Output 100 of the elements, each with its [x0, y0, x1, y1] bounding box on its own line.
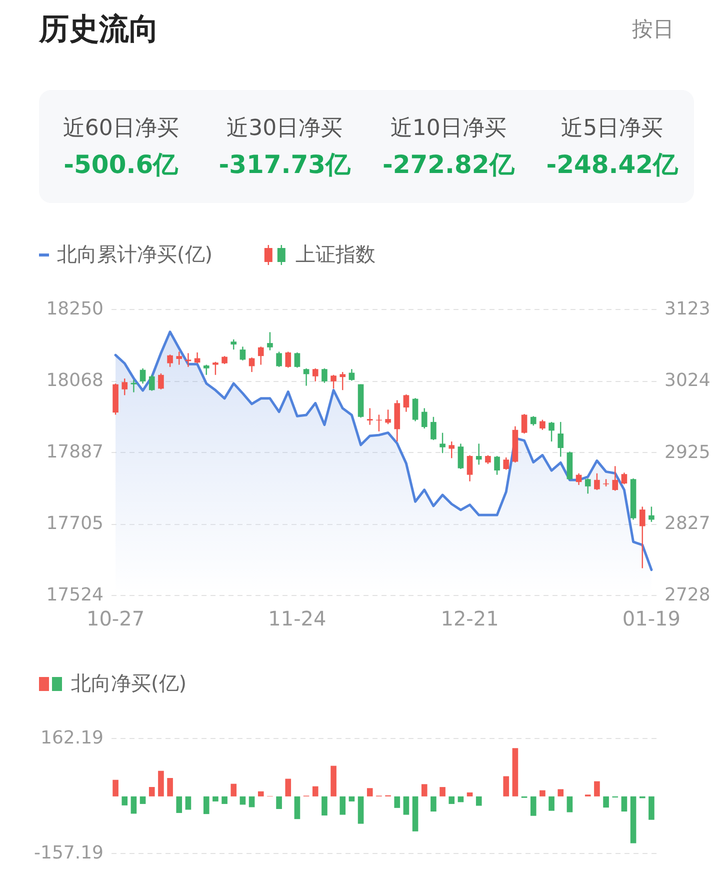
candlestick — [476, 443, 482, 466]
candlestick — [584, 478, 591, 494]
candlestick — [548, 421, 554, 442]
candlestick — [403, 394, 410, 412]
bar — [421, 784, 428, 796]
bar — [348, 796, 355, 802]
candlestick — [412, 397, 418, 422]
text: -272.82亿 — [382, 150, 516, 179]
x-tick-label: 11-24 — [268, 606, 326, 630]
candlestick — [421, 408, 428, 430]
bar — [540, 790, 546, 796]
candlestick — [385, 409, 391, 425]
candlestick — [230, 338, 237, 350]
bar — [430, 796, 436, 812]
bar — [566, 796, 573, 812]
y-tick-label: -157.19 — [34, 842, 104, 864]
bar — [440, 787, 446, 796]
candlestick — [158, 372, 164, 390]
bar — [167, 778, 173, 796]
legend-label: 北向累计净买(亿) — [57, 242, 213, 266]
y2-tick-label: 2925 — [664, 442, 710, 463]
bar — [230, 784, 237, 796]
y-tick-label: 162.19 — [40, 728, 104, 748]
legend-label: 上证指数 — [295, 242, 376, 266]
y-tick-label: 18250 — [46, 298, 104, 320]
bar — [448, 796, 455, 804]
bar — [276, 796, 282, 810]
y2-tick-label: 2728 — [664, 584, 710, 606]
bar — [312, 786, 318, 796]
candlestick — [530, 416, 536, 426]
bar — [358, 796, 364, 824]
candlestick — [303, 368, 310, 386]
bar — [294, 796, 300, 820]
y-tick-label: 17887 — [46, 442, 104, 462]
candlestick — [639, 506, 646, 569]
bar — [130, 796, 137, 814]
candlestick — [240, 346, 246, 362]
y2-tick-label: 3024 — [664, 370, 710, 392]
candlestick — [612, 466, 618, 492]
bar — [548, 796, 554, 811]
bar — [222, 796, 228, 804]
bar — [594, 781, 600, 796]
candlestick — [285, 351, 292, 368]
candlestick — [322, 368, 328, 384]
bar — [476, 796, 482, 806]
candlestick — [594, 472, 600, 491]
bar — [558, 789, 564, 796]
bar — [530, 796, 536, 816]
bar — [466, 792, 473, 796]
bar — [458, 796, 464, 802]
bar — [240, 796, 246, 805]
bar — [366, 788, 373, 796]
text: -500.6亿 — [64, 150, 180, 179]
text: 近30日净买 — [226, 116, 343, 141]
x-tick-label: 10-27 — [86, 606, 145, 630]
bar — [603, 796, 609, 808]
candlestick — [648, 506, 654, 522]
text: 历史流向 — [38, 12, 159, 47]
bar — [503, 776, 510, 796]
bar — [140, 796, 146, 804]
candlestick — [267, 332, 273, 351]
candlestick — [130, 379, 137, 393]
bar — [122, 796, 128, 806]
text: 按日 — [632, 17, 674, 41]
bar — [258, 791, 264, 796]
candlestick — [440, 432, 446, 454]
candlestick — [185, 352, 192, 368]
candlestick — [203, 364, 210, 376]
candlestick — [167, 354, 173, 368]
x-tick-label: 12-21 — [440, 606, 499, 630]
bar — [112, 780, 118, 796]
text: -317.73亿 — [218, 150, 352, 179]
bar — [512, 748, 518, 796]
bar — [185, 796, 192, 810]
text: 近5日净买 — [561, 116, 664, 141]
bar — [412, 796, 418, 832]
candlestick — [348, 368, 355, 382]
y-tick-label: 17705 — [46, 513, 104, 534]
bar — [403, 796, 410, 815]
candlestick — [621, 472, 628, 485]
candlestick — [194, 352, 200, 364]
bar — [630, 796, 636, 844]
candlestick — [312, 368, 318, 382]
bar — [621, 796, 628, 812]
candlestick — [521, 413, 528, 434]
candlestick — [294, 352, 300, 368]
bar — [330, 766, 336, 796]
bar — [248, 796, 255, 808]
bar — [648, 796, 654, 820]
bar — [322, 796, 328, 816]
candlestick — [448, 440, 455, 459]
candlestick — [494, 455, 500, 476]
candlestick — [148, 374, 155, 392]
y-tick-label: 18068 — [46, 370, 104, 392]
legend-label: 北向净买(亿) — [71, 671, 187, 695]
bar — [394, 796, 400, 808]
candlestick — [430, 416, 436, 441]
candlestick — [458, 443, 464, 470]
bar — [212, 796, 218, 802]
candlestick — [276, 351, 282, 368]
